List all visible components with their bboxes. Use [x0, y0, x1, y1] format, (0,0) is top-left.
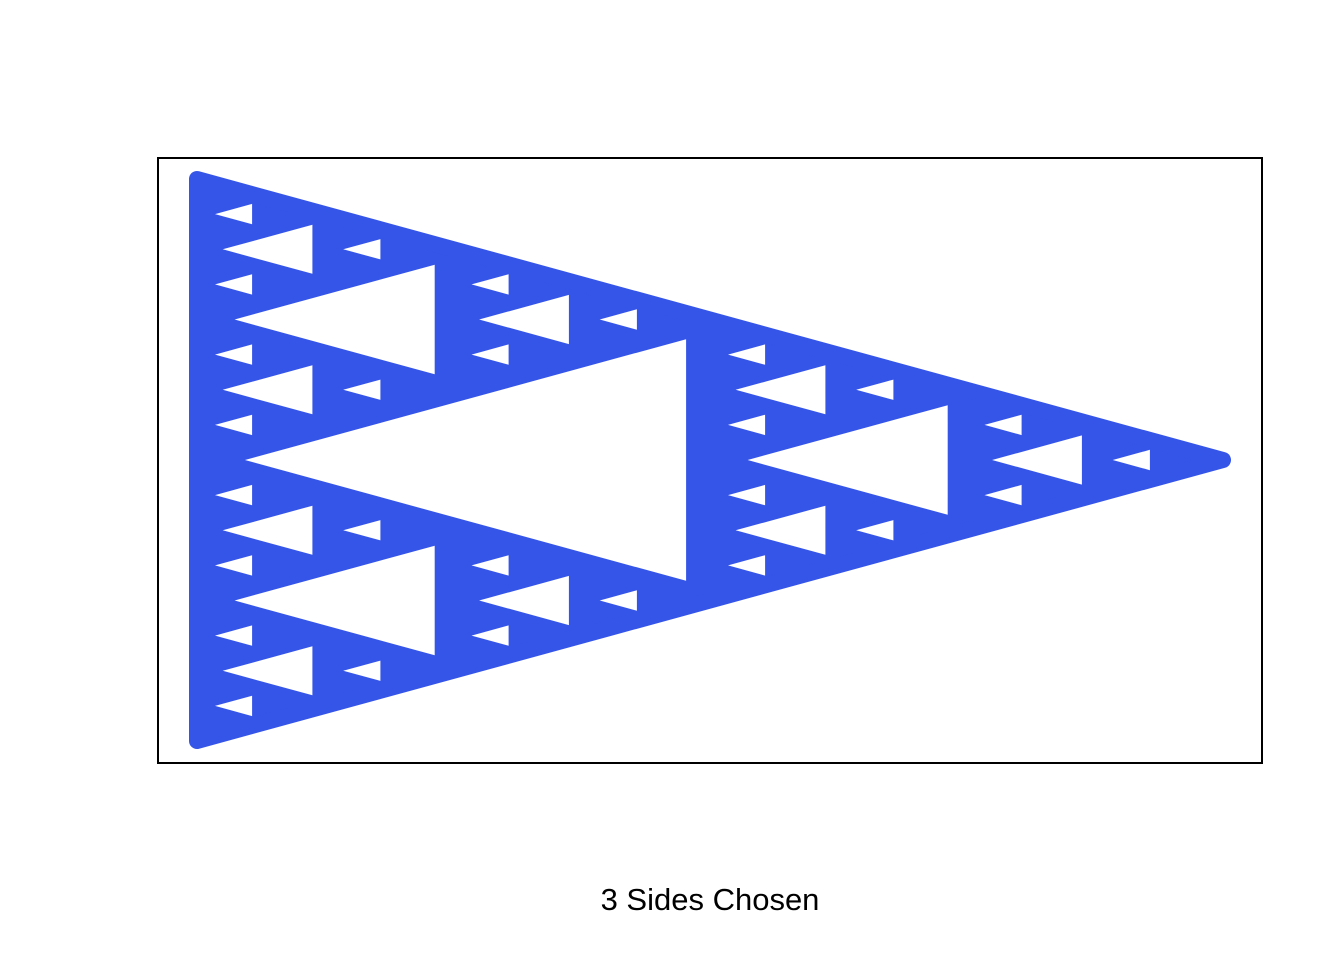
removed-triangle-level-4: [215, 695, 253, 717]
removed-triangle-level-4: [215, 274, 253, 295]
removed-triangle-level-4: [343, 379, 381, 400]
removed-triangle-level-3: [222, 365, 313, 415]
removed-triangle-level-4: [471, 344, 509, 365]
removed-triangle-level-4: [599, 590, 637, 611]
removed-triangle-level-4: [215, 344, 253, 365]
removed-triangle-level-4: [343, 520, 381, 541]
removed-triangle-level-4: [471, 274, 509, 295]
removed-triangle-level-4: [856, 379, 894, 400]
removed-triangle-level-3: [222, 505, 313, 555]
fractal-group: [189, 171, 1231, 749]
removed-triangle-level-4: [215, 414, 253, 436]
removed-triangle-level-4: [343, 660, 381, 681]
removed-triangle-level-4: [343, 239, 381, 260]
removed-triangle-level-4: [471, 625, 509, 646]
removed-triangle-level-3: [222, 224, 313, 274]
removed-triangle-level-3: [992, 435, 1082, 485]
removed-triangle-level-3: [479, 575, 569, 626]
removed-triangle-level-3: [222, 646, 313, 696]
outer-triangle: [189, 171, 1231, 749]
figure-caption: 3 Sides Chosen: [600, 882, 820, 917]
removed-triangle-level-4: [856, 520, 894, 541]
removed-triangle-level-4: [728, 484, 766, 506]
removed-triangle-level-4: [471, 555, 509, 576]
removed-triangle-level-4: [215, 555, 253, 576]
removed-triangle-level-4: [1112, 449, 1150, 471]
removed-triangle-level-4: [984, 484, 1022, 506]
removed-triangle-level-4: [215, 203, 253, 225]
removed-triangle-level-4: [215, 484, 253, 506]
removed-triangle-level-4: [215, 625, 253, 646]
removed-triangle-level-3: [479, 294, 569, 345]
removed-triangle-level-2: [234, 545, 435, 656]
removed-triangle-level-4: [599, 309, 637, 330]
removed-triangle-level-3: [735, 365, 826, 415]
removed-triangle-level-4: [984, 414, 1022, 436]
removed-triangle-level-4: [728, 414, 766, 436]
removed-triangle-level-4: [728, 555, 766, 576]
removed-triangle-level-2: [234, 264, 435, 375]
removed-triangle-level-1: [244, 339, 687, 581]
removed-triangle-level-3: [735, 505, 826, 555]
removed-triangle-level-2: [747, 405, 948, 515]
removed-triangle-level-4: [728, 344, 766, 365]
